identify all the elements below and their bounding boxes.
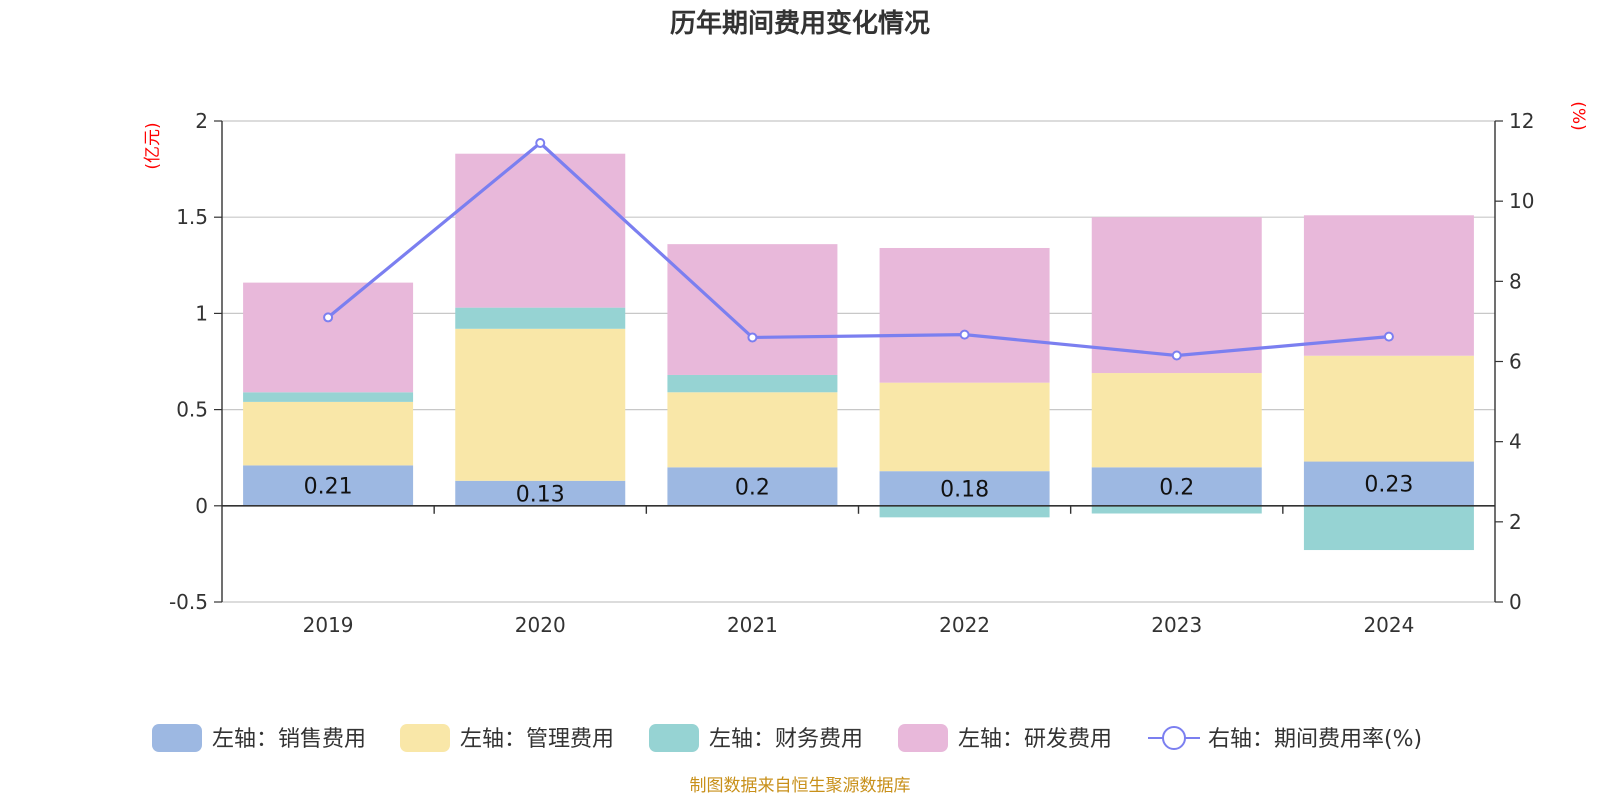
x-tick-label: 2019	[303, 613, 354, 637]
data-label: 0.21	[304, 475, 353, 500]
right-tick-label: 8	[1509, 269, 1522, 293]
x-tick-label: 2021	[727, 613, 778, 637]
bar-2021	[667, 392, 838, 468]
bar-2022	[879, 471, 1050, 506]
rate-point	[1383, 331, 1394, 342]
legend-label: 左轴：财务费用	[709, 727, 863, 752]
rate-line	[323, 138, 1394, 361]
bar-2023	[1091, 217, 1262, 374]
bar-2020	[455, 307, 626, 329]
bar-2020	[455, 153, 626, 308]
data-label: 0.2	[1159, 476, 1194, 501]
bar-2022	[879, 247, 1050, 383]
data-label: 0.13	[516, 482, 565, 507]
bar-2019	[243, 465, 414, 506]
bars	[243, 153, 1474, 551]
right-tick-label: 12	[1509, 109, 1534, 133]
rate-point	[323, 312, 334, 323]
bar-2021	[667, 374, 838, 393]
rate-point	[959, 329, 970, 340]
right-tick-label: 0	[1509, 590, 1522, 614]
rate-line-path	[327, 140, 1390, 358]
legend-marker	[1162, 726, 1186, 750]
right-tick-label: 10	[1509, 189, 1534, 213]
bar-2024	[1303, 461, 1474, 506]
bar-2023	[1091, 467, 1262, 506]
bar-2023	[1091, 505, 1262, 514]
bar-2024	[1303, 505, 1474, 551]
data-label: 0.23	[1364, 473, 1413, 498]
legend-swatch	[400, 724, 450, 752]
bar-2022	[879, 505, 1050, 518]
data-label: 0.18	[940, 477, 989, 502]
data-labels: 0.21 0.13 0.2 0.18 0.2 0.23	[304, 473, 1414, 508]
right-tick-label: 2	[1509, 510, 1522, 534]
legend-label: 右轴：期间费用率(%)	[1208, 727, 1422, 752]
bar-2024	[1303, 355, 1474, 462]
legend: 左轴：销售费用 左轴：管理费用 左轴：财务费用 左轴：研发费用 右轴：期间费用率(%)	[152, 724, 1422, 752]
right-axis-unit: (%)	[1568, 101, 1588, 130]
bar-2022	[879, 382, 1050, 472]
source-note: 制图数据来自恒生聚源数据库	[690, 776, 911, 796]
bar-2019	[243, 392, 414, 402]
left-tick-label: 1.5	[176, 205, 208, 229]
rate-point	[535, 138, 546, 149]
left-tick-label: 0	[195, 494, 208, 518]
left-tick-label: 2	[195, 109, 208, 133]
legend-label: 左轴：销售费用	[212, 727, 366, 752]
x-tick-label: 2024	[1363, 613, 1414, 637]
left-tick-label: -0.5	[169, 590, 208, 614]
legend-swatch	[649, 724, 699, 752]
legend-swatch	[898, 724, 948, 752]
right-tick-label: 6	[1509, 350, 1522, 374]
left-tick-label: 1	[195, 301, 208, 325]
right-tick-label: 4	[1509, 430, 1522, 454]
chart-title: 历年期间费用变化情况	[670, 8, 930, 39]
legend-label: 左轴：管理费用	[460, 727, 614, 752]
x-tick-label: 2020	[515, 613, 566, 637]
legend-label: 左轴：研发费用	[958, 727, 1112, 752]
data-label: 0.2	[735, 476, 770, 501]
bar-2019	[243, 401, 414, 466]
left-axis-unit: (亿元)	[143, 122, 163, 169]
tick-labels: 2 1.5 1 0.5 0 -0.5 12 10 8 6 4 2 0 2019 2020 2021 2022 20…	[169, 109, 1534, 637]
rate-point	[1171, 350, 1182, 361]
rate-point	[747, 332, 758, 343]
x-tick-label: 2022	[939, 613, 990, 637]
left-tick-label: 0.5	[176, 398, 208, 422]
bar-2019	[243, 282, 414, 393]
bar-2020	[455, 480, 626, 506]
bar-2021	[667, 244, 838, 375]
axes	[214, 120, 1503, 603]
x-tick-label: 2023	[1151, 613, 1202, 637]
bar-2021	[667, 467, 838, 506]
legend-swatch	[152, 724, 202, 752]
bar-2023	[1091, 373, 1262, 468]
bar-2020	[455, 328, 626, 481]
